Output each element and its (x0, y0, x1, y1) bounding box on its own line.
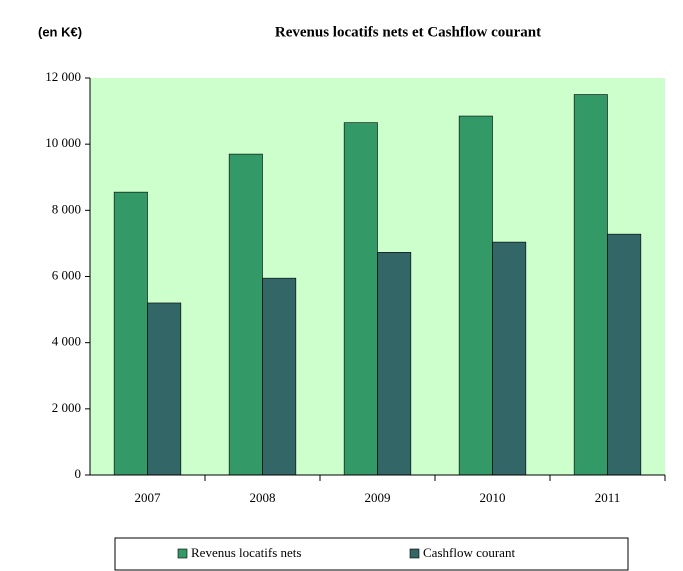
bar (492, 241, 527, 476)
y-tick-label: 12 000 (45, 69, 81, 84)
bar (228, 153, 263, 476)
x-tick-label: 2011 (595, 490, 621, 505)
bar (607, 233, 642, 476)
y-tick-label: 4 000 (52, 334, 81, 349)
bar (343, 122, 378, 476)
bar (262, 277, 297, 476)
legend-swatch (409, 548, 420, 559)
y-tick-label: 6 000 (52, 267, 81, 282)
bar (147, 302, 182, 476)
legend-box (114, 537, 629, 571)
x-tick-label: 2007 (135, 490, 162, 505)
chart-title: Revenus locatifs nets et Cashflow couran… (275, 24, 541, 40)
legend-label: Revenus locatifs nets (191, 545, 301, 560)
y-unit-label: (en K€) (38, 24, 82, 39)
y-tick-label: 10 000 (45, 135, 81, 150)
y-tick-label: 2 000 (52, 400, 81, 415)
x-tick-label: 2008 (250, 490, 276, 505)
y-tick-label: 8 000 (52, 201, 81, 216)
x-tick-label: 2009 (365, 490, 391, 505)
legend-label: Cashflow courant (423, 545, 515, 560)
x-tick-label: 2010 (480, 490, 506, 505)
bar (377, 252, 412, 476)
bar (458, 115, 493, 476)
bar (113, 191, 148, 476)
legend-swatch (177, 548, 188, 559)
bar (573, 94, 608, 476)
y-tick-label: 0 (75, 466, 82, 481)
